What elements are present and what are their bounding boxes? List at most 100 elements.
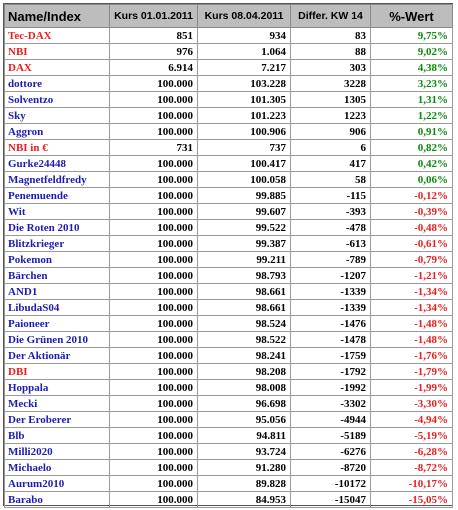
table-row: Der Eroberer 100.000 95.056 -4944 -4,94% — [4, 411, 453, 428]
row-kurs-start: 100.000 — [109, 107, 198, 124]
row-percent: -1,76% — [370, 347, 453, 364]
row-difference: -478 — [290, 219, 371, 236]
row-kurs-start: 100.000 — [109, 315, 198, 332]
row-kurs-start: 100.000 — [109, 75, 198, 92]
row-percent: -1,21% — [370, 267, 453, 284]
table-row: Magnetfeldfredy 100.000 100.058 58 0,06% — [4, 171, 453, 188]
row-kurs-start: 100.000 — [109, 443, 198, 460]
row-kurs-current: 93.724 — [197, 443, 291, 460]
row-difference: 1305 — [290, 91, 371, 108]
row-difference: -4944 — [290, 411, 371, 428]
row-difference: -393 — [290, 203, 371, 220]
table-row: Der Aktionär 100.000 98.241 -1759 -1,76% — [4, 347, 453, 364]
row-name: Solventzo — [4, 91, 110, 108]
header-percent: %-Wert — [370, 4, 453, 28]
table-row: Bärchen 100.000 98.793 -1207 -1,21% — [4, 267, 453, 284]
row-name: Blitzkrieger — [4, 235, 110, 252]
table-row: Sky 100.000 101.223 1223 1,22% — [4, 107, 453, 124]
table-row: NBI 976 1.064 88 9,02% — [4, 43, 453, 60]
table-row: Solventzo 100.000 101.305 1305 1,31% — [4, 91, 453, 108]
row-kurs-start: 100.000 — [109, 267, 198, 284]
table-row: Milli2020 100.000 93.724 -6276 -6,28% — [4, 443, 453, 460]
header-kurs-current: Kurs 08.04.2011 — [197, 4, 291, 28]
row-kurs-start: 100.000 — [109, 427, 198, 444]
table-row: NBI in €731 737 6 0,82% — [4, 139, 453, 156]
row-kurs-start: 731 — [109, 139, 198, 156]
row-kurs-current: 7.217 — [197, 59, 291, 76]
row-kurs-start: 6.914 — [109, 59, 198, 76]
row-kurs-current: 100.906 — [197, 123, 291, 140]
row-kurs-current: 98.241 — [197, 347, 291, 364]
row-name: Blb — [4, 427, 110, 444]
row-name: Barabo — [4, 491, 110, 508]
table-row: Pokemon 100.000 99.211 -789 -0,79% — [4, 251, 453, 268]
row-percent: -6,28% — [370, 443, 453, 460]
row-name: NBI in € — [4, 139, 110, 156]
row-percent: -1,99% — [370, 379, 453, 396]
row-kurs-current: 99.522 — [197, 219, 291, 236]
row-difference: -1207 — [290, 267, 371, 284]
row-percent: 0,42% — [370, 155, 453, 172]
row-kurs-current: 98.208 — [197, 363, 291, 380]
row-percent: 0,82% — [370, 139, 453, 156]
row-difference: 58 — [290, 171, 371, 188]
row-kurs-start: 100.000 — [109, 459, 198, 476]
row-kurs-current: 99.387 — [197, 235, 291, 252]
row-difference: 417 — [290, 155, 371, 172]
row-name: Mecki — [4, 395, 110, 412]
row-name: Michaelo — [4, 459, 110, 476]
row-percent: -8,72% — [370, 459, 453, 476]
row-percent: -4,94% — [370, 411, 453, 428]
row-name: AND1 — [4, 283, 110, 300]
row-difference: 906 — [290, 123, 371, 140]
row-difference: -1992 — [290, 379, 371, 396]
row-percent: -1,34% — [370, 283, 453, 300]
header-row: Name/Index Kurs 01.01.2011 Kurs 08.04.20… — [4, 4, 453, 28]
row-difference: 303 — [290, 59, 371, 76]
table-row: Gurke24448 100.000 100.417 417 0,42% — [4, 155, 453, 172]
header-name: Name/Index — [4, 4, 110, 28]
row-kurs-start: 100.000 — [109, 491, 198, 508]
row-percent: 1,31% — [370, 91, 453, 108]
row-kurs-current: 84.953 — [197, 491, 291, 508]
row-kurs-start: 100.000 — [109, 235, 198, 252]
row-kurs-current: 101.305 — [197, 91, 291, 108]
row-percent: 9,02% — [370, 43, 453, 60]
row-kurs-start: 100.000 — [109, 91, 198, 108]
row-name: Tec-DAX — [4, 27, 110, 44]
row-difference: -8720 — [290, 459, 371, 476]
row-percent: 3,23% — [370, 75, 453, 92]
table-row: Die Roten 2010 100.000 99.522 -478 -0,48% — [4, 219, 453, 236]
row-difference: -10172 — [290, 475, 371, 492]
row-kurs-start: 100.000 — [109, 331, 198, 348]
row-kurs-current: 99.607 — [197, 203, 291, 220]
row-kurs-start: 100.000 — [109, 171, 198, 188]
table-row: Paioneer 100.000 98.524 -1476 -1,48% — [4, 315, 453, 332]
row-kurs-current: 98.524 — [197, 315, 291, 332]
row-kurs-current: 99.885 — [197, 187, 291, 204]
row-difference: -1759 — [290, 347, 371, 364]
header-difference: Differ. KW 14 — [290, 4, 371, 28]
row-name: LibudaS04 — [4, 299, 110, 316]
row-percent: 0,06% — [370, 171, 453, 188]
row-name: Hoppala — [4, 379, 110, 396]
header-kurs-start: Kurs 01.01.2011 — [109, 4, 198, 28]
row-kurs-start: 100.000 — [109, 395, 198, 412]
row-kurs-current: 98.522 — [197, 331, 291, 348]
row-percent: 1,22% — [370, 107, 453, 124]
row-kurs-start: 100.000 — [109, 283, 198, 300]
row-difference: -1478 — [290, 331, 371, 348]
table-row: Michaelo 100.000 91.280 -8720 -8,72% — [4, 459, 453, 476]
row-kurs-current: 99.211 — [197, 251, 291, 268]
table-row: Hoppala 100.000 98.008 -1992 -1,99% — [4, 379, 453, 396]
row-name: Sky — [4, 107, 110, 124]
row-name: Pokemon — [4, 251, 110, 268]
row-name: Wit — [4, 203, 110, 220]
row-difference: -1792 — [290, 363, 371, 380]
row-kurs-start: 100.000 — [109, 187, 198, 204]
row-difference: 3228 — [290, 75, 371, 92]
table-row: DBI 100.000 98.208 -1792 -1,79% — [4, 363, 453, 380]
table-row: Die Grünen 2010 100.000 98.522 -1478 -1,48% — [4, 331, 453, 348]
table-body: Tec-DAX 851 934 83 9,75% NBI 976 1.064 88 9,02% DA… — [4, 27, 453, 508]
row-difference: 6 — [290, 139, 371, 156]
